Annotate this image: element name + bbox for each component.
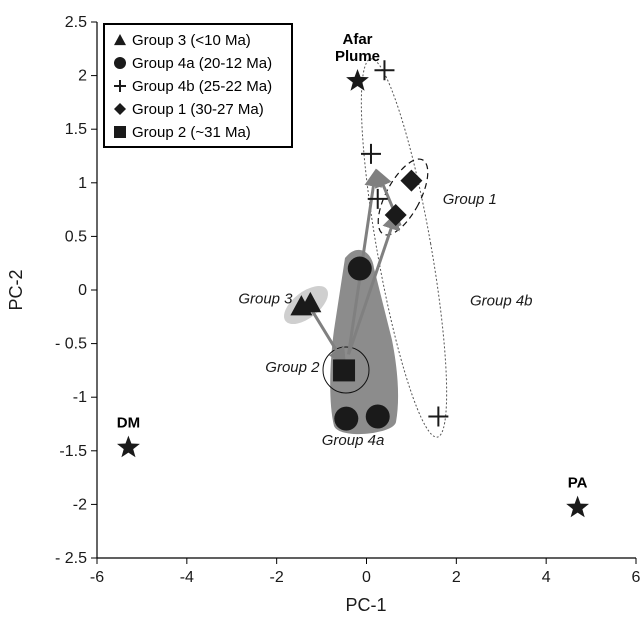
endmember-star <box>566 495 589 518</box>
group-fields <box>284 58 448 438</box>
y-axis-ticks: 2.5 2 1.5 1 0.5 0 - 0.5 -1 -1.5 -2 - 2.5 <box>55 14 97 567</box>
x-axis-ticks: -6 -4 -2 0 2 4 6 <box>90 558 641 586</box>
x-tick-label: 2 <box>452 569 461 586</box>
y-axis-title: PC-2 <box>6 269 26 310</box>
data-point-plus <box>367 188 388 209</box>
group-label: Group 1 <box>443 191 497 208</box>
legend-marker-square <box>114 126 126 138</box>
group-label: Group 2 <box>265 359 320 376</box>
data-point-circle <box>347 256 372 281</box>
group-2-field <box>322 346 370 394</box>
endmember-star <box>117 435 140 458</box>
endmember-label: Plume <box>335 48 380 65</box>
legend-marker-diamond <box>114 103 126 115</box>
y-tick-label: 2 <box>78 68 87 85</box>
x-tick-label: 4 <box>542 569 551 586</box>
legend-box <box>103 23 293 148</box>
data-point-diamond <box>400 169 423 192</box>
y-tick-label: - 2.5 <box>55 550 87 567</box>
endmember-label: Afar <box>343 31 373 48</box>
data-points <box>290 60 449 431</box>
legend-marker-triangle <box>114 34 126 46</box>
data-point-square <box>333 359 356 382</box>
x-axis-title: PC-1 <box>345 595 386 615</box>
data-point-circle <box>365 404 390 429</box>
data-point-plus <box>428 406 449 427</box>
legend-label: Group 1 (30-27 Ma) <box>132 101 264 118</box>
trend-arrow <box>347 211 400 355</box>
data-point-triangle <box>299 291 322 313</box>
x-tick-label: -2 <box>270 569 284 586</box>
y-tick-label: -1 <box>73 389 87 406</box>
data-point-diamond <box>384 203 407 226</box>
legend-marker-plus <box>114 80 126 92</box>
y-tick-label: 2.5 <box>65 14 87 31</box>
legend-label: Group 4a (20-12 Ma) <box>132 55 272 72</box>
y-tick-label: 0.5 <box>65 228 87 245</box>
y-tick-label: - 0.5 <box>55 336 87 353</box>
legend: Group 3 (<10 Ma) Group 4a (20-12 Ma) Group… <box>103 23 293 148</box>
group-label: Group 3 <box>238 291 293 308</box>
y-tick-label: -1.5 <box>59 443 87 460</box>
y-tick-label: -2 <box>73 496 87 513</box>
group-label: Group 4b <box>470 293 533 310</box>
legend-label: Group 2 (~31 Ma) <box>132 124 251 141</box>
endmember-star <box>346 69 369 91</box>
endmember-label: DM <box>117 415 140 432</box>
group-1-field <box>377 158 429 236</box>
x-tick-label: 0 <box>362 569 371 586</box>
y-tick-label: 0 <box>78 282 87 299</box>
trend-arrow <box>311 310 346 366</box>
group-4b-field <box>360 58 448 438</box>
legend-label: Group 4b (25-22 Ma) <box>132 78 272 95</box>
x-tick-label: 6 <box>632 569 641 586</box>
y-tick-label: 1.5 <box>65 121 87 138</box>
data-point-plus <box>374 60 395 81</box>
x-tick-label: -6 <box>90 569 104 586</box>
group-4a-field <box>330 249 399 435</box>
data-point-plus <box>360 143 381 164</box>
legend-label: Group 3 (<10 Ma) <box>132 32 251 49</box>
data-point-circle <box>334 406 359 431</box>
x-tick-label: -4 <box>180 569 194 586</box>
group-label: Group 4a <box>322 432 385 449</box>
legend-marker-circle <box>114 57 126 69</box>
endmember-label: PA <box>568 475 588 492</box>
y-tick-label: 1 <box>78 175 87 192</box>
group-labels: Group 1 Group 3 Group 4b Group 2 Group 4a <box>238 191 532 449</box>
